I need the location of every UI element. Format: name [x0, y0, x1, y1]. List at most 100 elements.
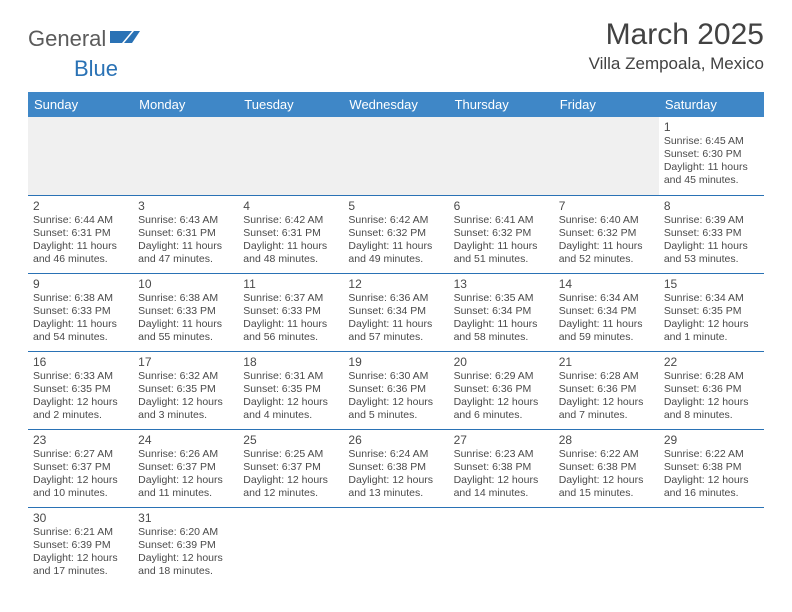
calendar-cell: 2Sunrise: 6:44 AMSunset: 6:31 PMDaylight…: [28, 195, 133, 273]
day-info: Sunrise: 6:30 AMSunset: 6:36 PMDaylight:…: [348, 370, 443, 423]
calendar-cell-blank: [343, 507, 448, 585]
calendar-cell: 14Sunrise: 6:34 AMSunset: 6:34 PMDayligh…: [554, 273, 659, 351]
day-number: 25: [243, 433, 338, 447]
calendar-cell: 12Sunrise: 6:36 AMSunset: 6:34 PMDayligh…: [343, 273, 448, 351]
calendar-cell: 30Sunrise: 6:21 AMSunset: 6:39 PMDayligh…: [28, 507, 133, 585]
day-number: 26: [348, 433, 443, 447]
day-number: 13: [454, 277, 549, 291]
calendar-row: 30Sunrise: 6:21 AMSunset: 6:39 PMDayligh…: [28, 507, 764, 585]
calendar-cell: 4Sunrise: 6:42 AMSunset: 6:31 PMDaylight…: [238, 195, 343, 273]
calendar-cell: 18Sunrise: 6:31 AMSunset: 6:35 PMDayligh…: [238, 351, 343, 429]
calendar-cell-blank: [238, 507, 343, 585]
calendar-cell: 3Sunrise: 6:43 AMSunset: 6:31 PMDaylight…: [133, 195, 238, 273]
logo: General: [28, 26, 142, 52]
day-number: 2: [33, 199, 128, 213]
day-info: Sunrise: 6:35 AMSunset: 6:34 PMDaylight:…: [454, 292, 549, 345]
calendar-cell: 1Sunrise: 6:45 AMSunset: 6:30 PMDaylight…: [659, 117, 764, 195]
calendar-cell: 28Sunrise: 6:22 AMSunset: 6:38 PMDayligh…: [554, 429, 659, 507]
calendar-cell-blank: [449, 117, 554, 195]
day-number: 29: [664, 433, 759, 447]
calendar-cell: 22Sunrise: 6:28 AMSunset: 6:36 PMDayligh…: [659, 351, 764, 429]
calendar-cell: 6Sunrise: 6:41 AMSunset: 6:32 PMDaylight…: [449, 195, 554, 273]
calendar-cell: 23Sunrise: 6:27 AMSunset: 6:37 PMDayligh…: [28, 429, 133, 507]
calendar-cell: 13Sunrise: 6:35 AMSunset: 6:34 PMDayligh…: [449, 273, 554, 351]
calendar-cell: 7Sunrise: 6:40 AMSunset: 6:32 PMDaylight…: [554, 195, 659, 273]
calendar-cell-blank: [659, 507, 764, 585]
day-header: Monday: [133, 92, 238, 117]
calendar-row: 1Sunrise: 6:45 AMSunset: 6:30 PMDaylight…: [28, 117, 764, 195]
day-number: 3: [138, 199, 233, 213]
day-number: 22: [664, 355, 759, 369]
day-info: Sunrise: 6:37 AMSunset: 6:33 PMDaylight:…: [243, 292, 338, 345]
day-info: Sunrise: 6:39 AMSunset: 6:33 PMDaylight:…: [664, 214, 759, 267]
day-number: 30: [33, 511, 128, 525]
logo-flag-icon: [110, 27, 142, 52]
calendar-row: 23Sunrise: 6:27 AMSunset: 6:37 PMDayligh…: [28, 429, 764, 507]
calendar-cell-blank: [449, 507, 554, 585]
calendar-body: 1Sunrise: 6:45 AMSunset: 6:30 PMDaylight…: [28, 117, 764, 585]
day-header: Thursday: [449, 92, 554, 117]
day-info: Sunrise: 6:27 AMSunset: 6:37 PMDaylight:…: [33, 448, 128, 501]
day-info: Sunrise: 6:32 AMSunset: 6:35 PMDaylight:…: [138, 370, 233, 423]
calendar-cell: 29Sunrise: 6:22 AMSunset: 6:38 PMDayligh…: [659, 429, 764, 507]
day-number: 23: [33, 433, 128, 447]
day-number: 24: [138, 433, 233, 447]
calendar-row: 9Sunrise: 6:38 AMSunset: 6:33 PMDaylight…: [28, 273, 764, 351]
day-number: 21: [559, 355, 654, 369]
day-header-row: SundayMondayTuesdayWednesdayThursdayFrid…: [28, 92, 764, 117]
calendar-table: SundayMondayTuesdayWednesdayThursdayFrid…: [28, 92, 764, 585]
day-info: Sunrise: 6:20 AMSunset: 6:39 PMDaylight:…: [138, 526, 233, 579]
day-info: Sunrise: 6:21 AMSunset: 6:39 PMDaylight:…: [33, 526, 128, 579]
day-number: 6: [454, 199, 549, 213]
day-info: Sunrise: 6:22 AMSunset: 6:38 PMDaylight:…: [559, 448, 654, 501]
day-info: Sunrise: 6:36 AMSunset: 6:34 PMDaylight:…: [348, 292, 443, 345]
calendar-cell: 8Sunrise: 6:39 AMSunset: 6:33 PMDaylight…: [659, 195, 764, 273]
day-number: 5: [348, 199, 443, 213]
logo-text-general: General: [28, 26, 106, 52]
day-info: Sunrise: 6:41 AMSunset: 6:32 PMDaylight:…: [454, 214, 549, 267]
calendar-cell: 5Sunrise: 6:42 AMSunset: 6:32 PMDaylight…: [343, 195, 448, 273]
day-number: 16: [33, 355, 128, 369]
title-block: March 2025 Villa Zempoala, Mexico: [589, 18, 764, 74]
day-info: Sunrise: 6:34 AMSunset: 6:34 PMDaylight:…: [559, 292, 654, 345]
day-info: Sunrise: 6:28 AMSunset: 6:36 PMDaylight:…: [664, 370, 759, 423]
day-header: Sunday: [28, 92, 133, 117]
day-info: Sunrise: 6:22 AMSunset: 6:38 PMDaylight:…: [664, 448, 759, 501]
day-number: 14: [559, 277, 654, 291]
day-number: 8: [664, 199, 759, 213]
day-info: Sunrise: 6:38 AMSunset: 6:33 PMDaylight:…: [138, 292, 233, 345]
day-info: Sunrise: 6:38 AMSunset: 6:33 PMDaylight:…: [33, 292, 128, 345]
logo-text-blue: Blue: [74, 56, 118, 82]
calendar-cell: 27Sunrise: 6:23 AMSunset: 6:38 PMDayligh…: [449, 429, 554, 507]
day-number: 4: [243, 199, 338, 213]
calendar-cell: 17Sunrise: 6:32 AMSunset: 6:35 PMDayligh…: [133, 351, 238, 429]
day-info: Sunrise: 6:43 AMSunset: 6:31 PMDaylight:…: [138, 214, 233, 267]
location-label: Villa Zempoala, Mexico: [589, 54, 764, 74]
day-number: 12: [348, 277, 443, 291]
day-number: 1: [664, 120, 759, 134]
day-header: Wednesday: [343, 92, 448, 117]
day-info: Sunrise: 6:33 AMSunset: 6:35 PMDaylight:…: [33, 370, 128, 423]
day-number: 15: [664, 277, 759, 291]
day-info: Sunrise: 6:25 AMSunset: 6:37 PMDaylight:…: [243, 448, 338, 501]
calendar-cell: 16Sunrise: 6:33 AMSunset: 6:35 PMDayligh…: [28, 351, 133, 429]
calendar-cell: 21Sunrise: 6:28 AMSunset: 6:36 PMDayligh…: [554, 351, 659, 429]
day-info: Sunrise: 6:24 AMSunset: 6:38 PMDaylight:…: [348, 448, 443, 501]
calendar-cell-blank: [554, 117, 659, 195]
day-info: Sunrise: 6:31 AMSunset: 6:35 PMDaylight:…: [243, 370, 338, 423]
calendar-cell: 26Sunrise: 6:24 AMSunset: 6:38 PMDayligh…: [343, 429, 448, 507]
calendar-cell: 15Sunrise: 6:34 AMSunset: 6:35 PMDayligh…: [659, 273, 764, 351]
day-info: Sunrise: 6:34 AMSunset: 6:35 PMDaylight:…: [664, 292, 759, 345]
calendar-cell-blank: [238, 117, 343, 195]
calendar-cell: 10Sunrise: 6:38 AMSunset: 6:33 PMDayligh…: [133, 273, 238, 351]
day-info: Sunrise: 6:29 AMSunset: 6:36 PMDaylight:…: [454, 370, 549, 423]
calendar-cell: 20Sunrise: 6:29 AMSunset: 6:36 PMDayligh…: [449, 351, 554, 429]
calendar-cell-blank: [554, 507, 659, 585]
day-header: Tuesday: [238, 92, 343, 117]
day-number: 31: [138, 511, 233, 525]
day-number: 17: [138, 355, 233, 369]
day-info: Sunrise: 6:45 AMSunset: 6:30 PMDaylight:…: [664, 135, 759, 188]
day-number: 11: [243, 277, 338, 291]
calendar-row: 16Sunrise: 6:33 AMSunset: 6:35 PMDayligh…: [28, 351, 764, 429]
calendar-cell: 31Sunrise: 6:20 AMSunset: 6:39 PMDayligh…: [133, 507, 238, 585]
